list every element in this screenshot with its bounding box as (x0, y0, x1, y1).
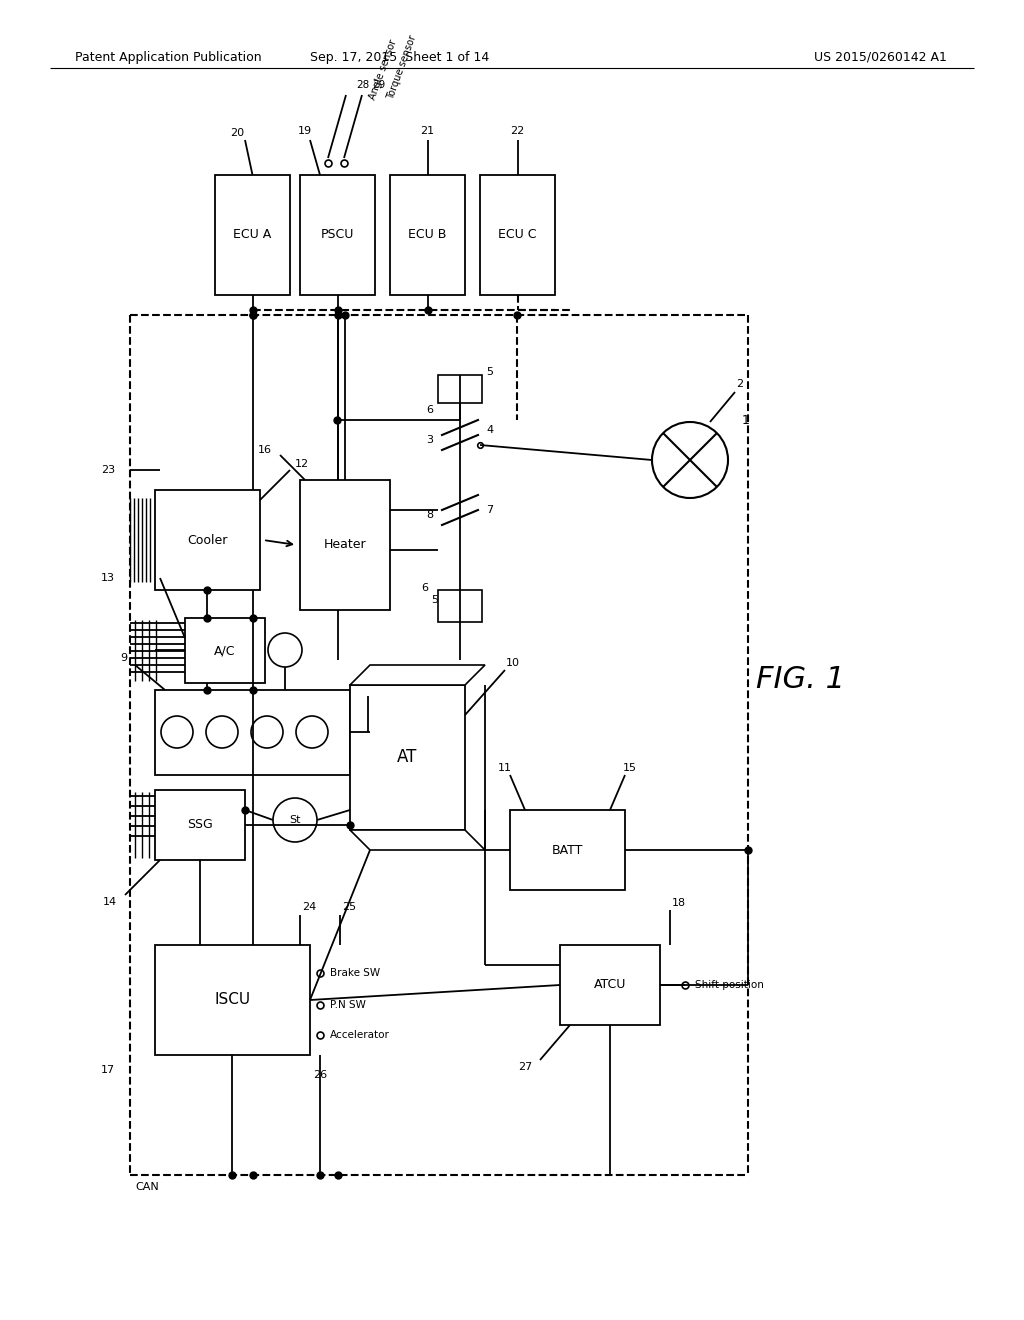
Text: AT: AT (397, 748, 418, 767)
Text: Sep. 17, 2015  Sheet 1 of 14: Sep. 17, 2015 Sheet 1 of 14 (310, 50, 489, 63)
Text: 17: 17 (101, 1065, 115, 1074)
Text: 29: 29 (372, 81, 385, 90)
Text: 5: 5 (486, 367, 494, 378)
Bar (155, 690, 350, 775)
Bar (300, 480, 390, 610)
Text: CAN: CAN (135, 1181, 159, 1192)
Text: Heater: Heater (324, 539, 367, 552)
Text: 3: 3 (427, 436, 433, 445)
Text: 8: 8 (426, 510, 433, 520)
Text: 25: 25 (342, 902, 356, 912)
Text: BATT: BATT (552, 843, 584, 857)
Text: ECU C: ECU C (499, 228, 537, 242)
Text: 21: 21 (421, 125, 434, 136)
Text: 27: 27 (518, 1063, 532, 1072)
Bar (480, 176, 555, 294)
Text: 16: 16 (258, 445, 272, 455)
Bar (155, 789, 245, 861)
Text: 23: 23 (101, 465, 115, 475)
Text: PSCU: PSCU (321, 228, 354, 242)
Bar (185, 618, 265, 682)
Text: 28: 28 (356, 81, 370, 90)
Polygon shape (350, 830, 485, 850)
Text: P.N SW: P.N SW (330, 1001, 366, 1010)
Text: Angle sensor: Angle sensor (368, 38, 399, 102)
Text: 20: 20 (230, 128, 244, 139)
Text: Shift position: Shift position (695, 979, 764, 990)
Text: 2: 2 (736, 379, 743, 389)
Text: 5: 5 (431, 595, 438, 605)
Text: 1: 1 (742, 413, 750, 426)
Text: ECU A: ECU A (233, 228, 271, 242)
Text: 9: 9 (120, 653, 127, 663)
Bar (215, 176, 290, 294)
Text: 12: 12 (295, 459, 309, 469)
Text: 26: 26 (313, 1071, 327, 1080)
Text: St: St (289, 814, 301, 825)
Text: 22: 22 (510, 125, 524, 136)
Bar (300, 176, 375, 294)
Text: Cooler: Cooler (187, 533, 227, 546)
Text: 13: 13 (101, 573, 115, 583)
Text: US 2015/0260142 A1: US 2015/0260142 A1 (813, 50, 946, 63)
Text: SSG: SSG (187, 818, 213, 832)
Text: 15: 15 (623, 763, 637, 774)
Polygon shape (350, 665, 485, 685)
Text: 4: 4 (486, 425, 494, 436)
Bar (155, 490, 260, 590)
Bar (560, 945, 660, 1026)
Text: 7: 7 (486, 506, 494, 515)
Text: FIG. 1: FIG. 1 (756, 665, 845, 694)
Bar (438, 375, 482, 403)
Text: 14: 14 (102, 898, 117, 907)
Bar (155, 945, 310, 1055)
Text: 18: 18 (672, 898, 686, 908)
Text: 6: 6 (427, 405, 433, 414)
Text: ECU B: ECU B (409, 228, 446, 242)
Bar (350, 685, 465, 830)
Text: A/C: A/C (214, 644, 236, 657)
Text: 11: 11 (498, 763, 512, 774)
Text: ATCU: ATCU (594, 978, 627, 991)
Text: Brake SW: Brake SW (330, 968, 380, 978)
Text: 6: 6 (422, 583, 428, 593)
Bar (510, 810, 625, 890)
Bar (390, 176, 465, 294)
Text: Patent Application Publication: Patent Application Publication (75, 50, 261, 63)
Text: Accelerator: Accelerator (330, 1030, 390, 1040)
Text: Torque sensor: Torque sensor (386, 33, 419, 100)
Bar (438, 590, 482, 622)
Text: ISCU: ISCU (214, 993, 251, 1007)
Text: 24: 24 (302, 902, 316, 912)
Text: 19: 19 (298, 125, 312, 136)
Text: 10: 10 (506, 657, 520, 668)
